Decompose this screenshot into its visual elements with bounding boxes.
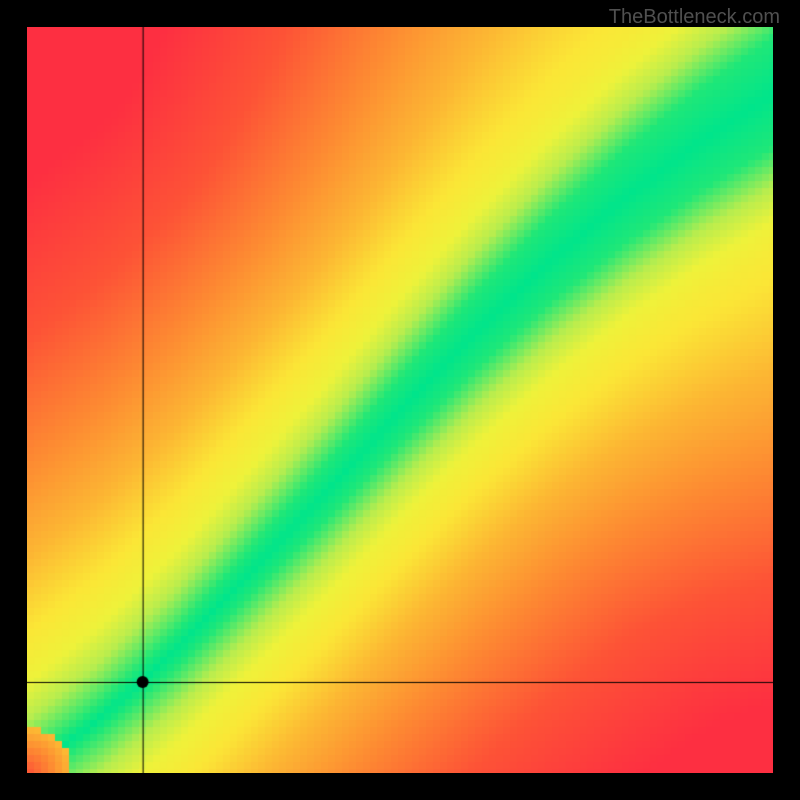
bottleneck-heatmap	[27, 27, 773, 773]
watermark-text: TheBottleneck.com	[609, 6, 780, 29]
heatmap-canvas	[27, 27, 773, 773]
